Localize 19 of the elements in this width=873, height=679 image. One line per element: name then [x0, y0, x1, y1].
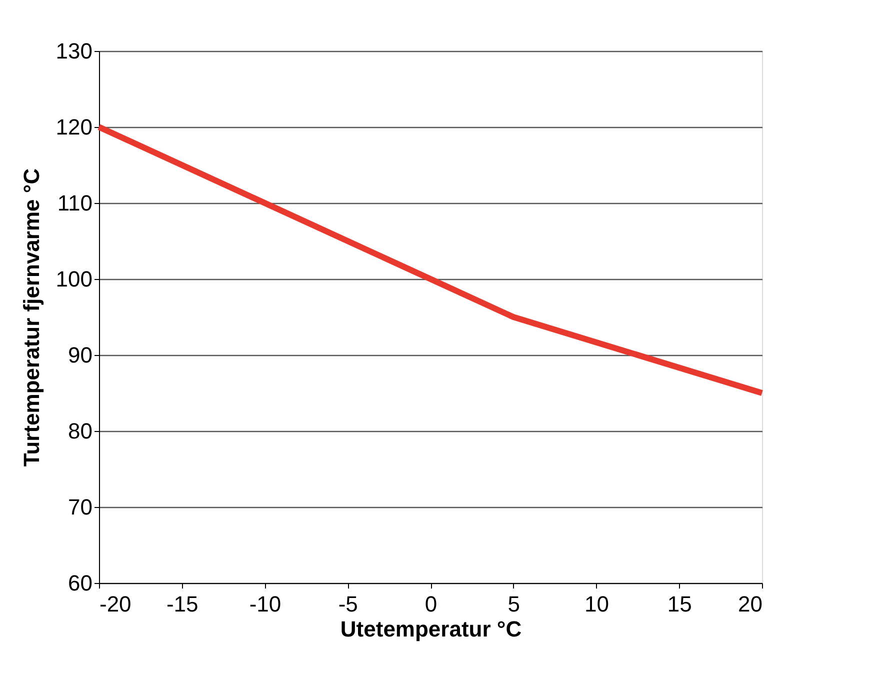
x-tick-label: 10 [584, 592, 609, 616]
y-tick-label: 80 [68, 418, 92, 444]
y-tick-label: 130 [56, 38, 92, 64]
x-tick-label: 5 [508, 592, 520, 616]
x-tick-label: 20 [738, 592, 762, 616]
x-tick-label: 15 [667, 592, 692, 616]
x-axis-title: Utetemperatur °C [340, 616, 522, 642]
x-tick-label: 0 [424, 592, 438, 616]
x-tick-label: -20 [100, 592, 132, 616]
y-tick-label: 60 [68, 570, 92, 596]
y-tick-label: 70 [68, 494, 92, 520]
x-tick-label: -10 [249, 592, 282, 616]
y-tick-label: 120 [56, 114, 92, 140]
y-tick-label: 90 [68, 342, 92, 368]
y-tick-label: 110 [57, 190, 92, 216]
y-tick-label: 100 [56, 266, 92, 292]
y-axis-title: Turtemperatur fjernvarme °C [18, 168, 44, 467]
x-tick-label: -15 [166, 592, 198, 616]
x-tick-label: -5 [338, 592, 358, 616]
